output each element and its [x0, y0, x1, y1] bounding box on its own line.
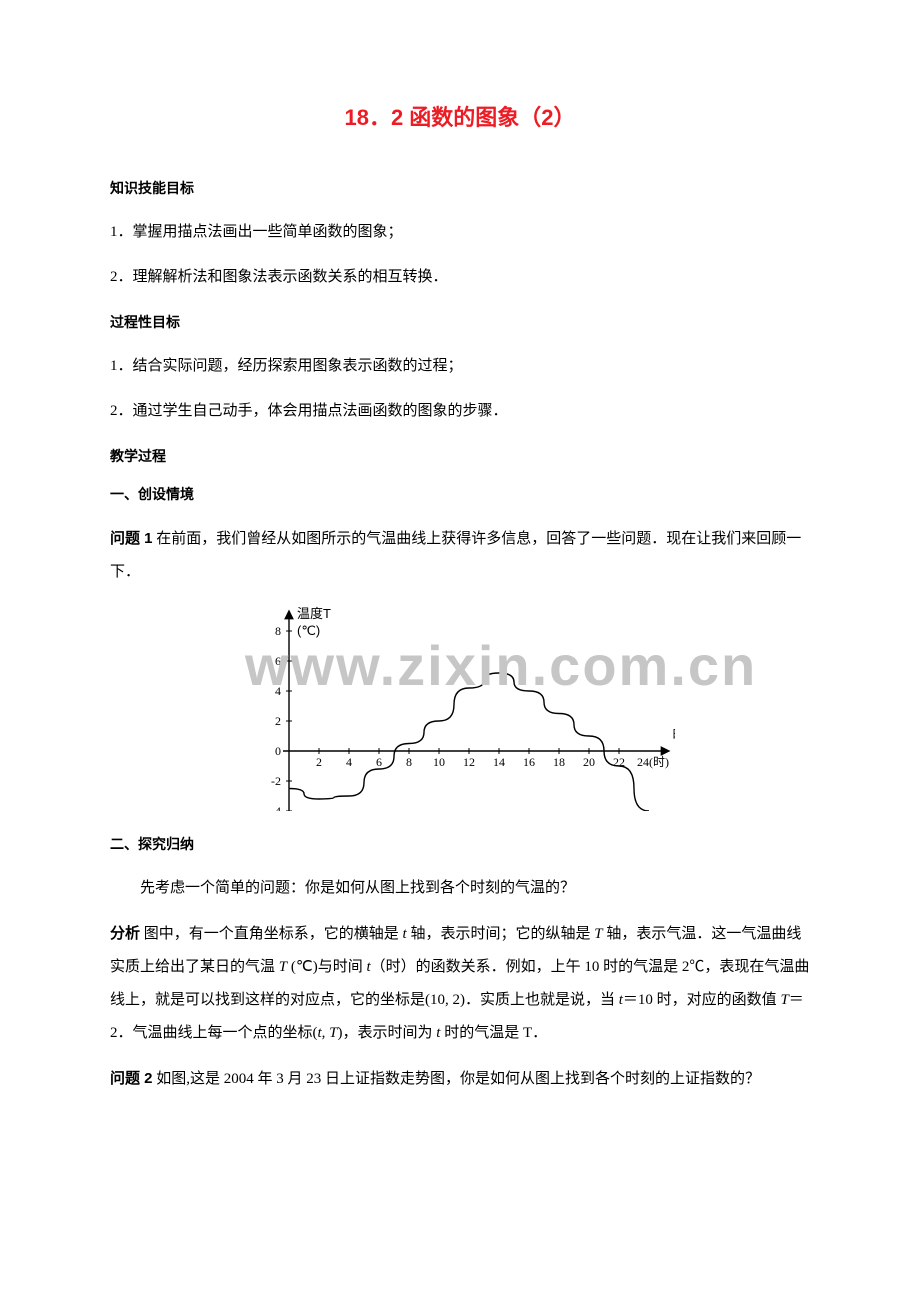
temperature-chart: www.zixin.com.cn -4-202468温度T(℃)24681012…	[110, 601, 810, 816]
svg-text:-2: -2	[271, 774, 281, 788]
svg-text:0: 0	[275, 744, 281, 758]
analysis-label: 分析	[110, 925, 140, 942]
para-q2: 问题 2 如图,这是 2004 年 3 月 23 日上证指数走势图，你是如何从图…	[110, 1062, 810, 1096]
heading-scene: 一、创设情境	[110, 484, 810, 504]
svg-text:2: 2	[316, 755, 322, 769]
page: 18．2 函数的图象（2） 知识技能目标 1．掌握用描点法画出一些简单函数的图象…	[0, 0, 920, 1168]
chart-svg: -4-202468温度T(℃)24681012141618202224(时)时间…	[245, 601, 675, 811]
svg-text:(℃): (℃)	[297, 623, 320, 638]
svg-text:18: 18	[553, 755, 565, 769]
para-p1: 1．结合实际问题，经历探索用图象表示函数的过程；	[110, 350, 810, 383]
svg-text:6: 6	[275, 654, 281, 668]
para-analysis: 分析 图中，有一个直角坐标系，它的横轴是 t 轴，表示时间；它的纵轴是 T 轴，…	[110, 917, 810, 1050]
svg-text:-4: -4	[271, 804, 281, 811]
svg-text:10: 10	[433, 755, 445, 769]
svg-text:20: 20	[583, 755, 595, 769]
para-k1: 1．掌握用描点法画出一些简单函数的图象；	[110, 216, 810, 249]
para-explore-first: 先考虑一个简单的问题：你是如何从图上找到各个时刻的气温的？	[110, 872, 810, 905]
q2-label: 问题 2	[110, 1070, 153, 1087]
heading-explore: 二、探究归纳	[110, 834, 810, 854]
title-text: 18．2 函数的图象（2）	[344, 105, 575, 130]
q1-body: 在前面，我们曾经从如图所示的气温曲线上获得许多信息，回答了一些问题．现在让我们来…	[110, 531, 801, 580]
svg-text:8: 8	[406, 755, 412, 769]
chart-container: www.zixin.com.cn -4-202468温度T(℃)24681012…	[245, 601, 675, 811]
heading-teaching: 教学过程	[110, 446, 810, 466]
svg-text:16: 16	[523, 755, 535, 769]
svg-text:6: 6	[376, 755, 382, 769]
q2-body: 如图,这是 2004 年 3 月 23 日上证指数走势图，你是如何从图上找到各个…	[153, 1071, 761, 1087]
analysis-body: 图中，有一个直角坐标系，它的横轴是 t 轴，表示时间；它的纵轴是 T 轴，表示气…	[110, 926, 809, 1041]
heading-process: 过程性目标	[110, 312, 810, 332]
svg-text:4: 4	[346, 755, 352, 769]
svg-text:8: 8	[275, 624, 281, 638]
svg-text:2: 2	[275, 714, 281, 728]
q1-label: 问题 1	[110, 530, 153, 547]
svg-text:14: 14	[493, 755, 505, 769]
para-p2: 2．通过学生自己动手，体会用描点法画函数的图象的步骤．	[110, 395, 810, 428]
svg-text:温度T: 温度T	[297, 606, 331, 621]
svg-text:时间t: 时间t	[673, 727, 676, 742]
heading-knowledge: 知识技能目标	[110, 178, 810, 198]
svg-text:12: 12	[463, 755, 475, 769]
svg-text:4: 4	[275, 684, 281, 698]
page-title: 18．2 函数的图象（2）	[110, 100, 810, 132]
para-q1: 问题 1 在前面，我们曾经从如图所示的气温曲线上获得许多信息，回答了一些问题．现…	[110, 522, 810, 589]
svg-text:24(时): 24(时)	[637, 755, 669, 769]
para-k2: 2．理解解析法和图象法表示函数关系的相互转换．	[110, 261, 810, 294]
